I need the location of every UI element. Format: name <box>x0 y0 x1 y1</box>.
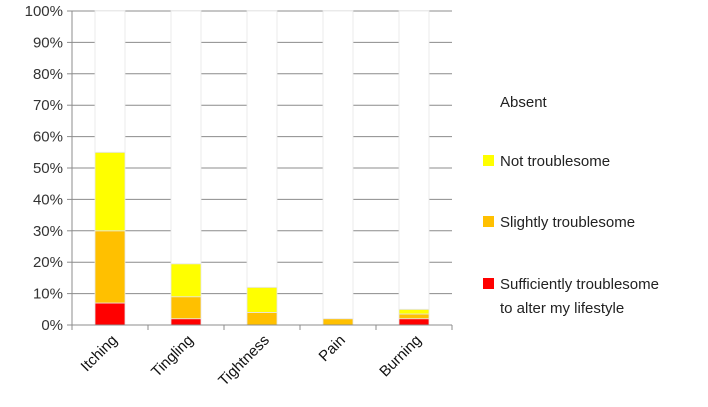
x-category-label: Itching <box>78 332 121 375</box>
bar-segment <box>398 10 430 310</box>
bar-segment <box>398 313 430 320</box>
bar-segment <box>94 302 126 326</box>
bar-segment <box>398 308 430 315</box>
y-tick-label: 80% <box>33 66 63 83</box>
y-tick-label: 100% <box>25 3 63 20</box>
x-category-label: Pain <box>316 332 349 365</box>
bar-segment <box>322 10 354 320</box>
y-tick-label: 60% <box>33 129 63 146</box>
bar-segment <box>170 296 202 320</box>
x-axis-category-labels: Itching Tingling Tightness Pain Burning <box>78 332 425 390</box>
x-category-label: Tingling <box>148 332 197 381</box>
bar-segment <box>170 318 202 326</box>
bars <box>94 10 430 326</box>
y-tick-label: 20% <box>33 254 63 271</box>
y-tick-label: 50% <box>33 160 63 177</box>
bar-segment <box>246 286 278 313</box>
y-tick-label: 30% <box>33 223 63 240</box>
legend-swatch <box>483 216 494 227</box>
legend-swatch <box>483 155 494 166</box>
legend-label: Sufficiently troublesome <box>500 276 659 293</box>
legend-label: to alter my lifestyle <box>500 300 624 317</box>
bar-segment <box>246 10 278 288</box>
legend-swatch <box>483 96 494 107</box>
legend-label: Not troublesome <box>500 153 610 170</box>
legend: Absent Not troublesome Slightly troublesom… <box>483 94 659 317</box>
bar-segment <box>170 263 202 298</box>
y-axis-tick-labels: 0% 10% 20% 30% 40% 50% 60% 70% 80% 90% 100% <box>25 3 63 334</box>
bar-segment <box>94 10 126 153</box>
x-category-label: Tightness <box>215 332 273 390</box>
x-category-label: Burning <box>376 332 425 381</box>
y-tick-label: 90% <box>33 34 63 51</box>
y-tick-label: 40% <box>33 191 63 208</box>
bar-segment <box>398 318 430 326</box>
bar-segment <box>94 151 126 232</box>
bar-segment <box>170 10 202 265</box>
legend-label: Slightly troublesome <box>500 214 635 231</box>
bar-segment <box>246 312 278 326</box>
axes <box>67 10 453 330</box>
legend-label: Absent <box>500 94 548 111</box>
bar-segment <box>322 318 354 326</box>
y-tick-label: 70% <box>33 97 63 114</box>
bar-segment <box>94 230 126 304</box>
legend-swatch <box>483 278 494 289</box>
y-tick-label: 10% <box>33 286 63 303</box>
y-tick-label: 0% <box>41 317 63 334</box>
